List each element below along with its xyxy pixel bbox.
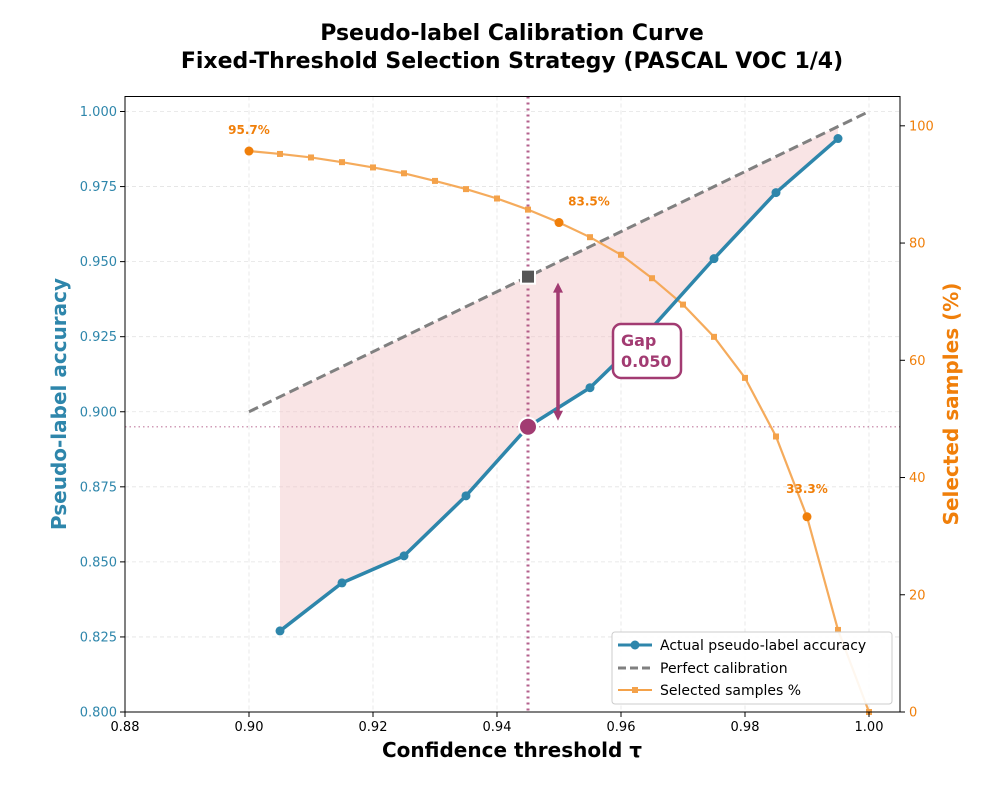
selected-annotation-2: 33.3%: [786, 482, 828, 496]
left-tick-label-2: 0.850: [80, 555, 117, 570]
right-tick-label-2: 40: [909, 471, 926, 486]
selected-point-3: [339, 159, 345, 166]
gap-arrow-head-bottom: [553, 410, 563, 421]
gap-arrow-head-top: [553, 282, 563, 293]
legend-accuracy-marker: [630, 640, 640, 650]
left-tick-label-3: 0.875: [80, 480, 117, 495]
x-tick-label-4: 0.96: [607, 720, 636, 735]
selected-point-19: [835, 626, 841, 633]
chart-title-line1: Pseudo-label Calibration Curve: [320, 21, 704, 46]
selected-point-4: [370, 164, 376, 171]
x-axis-ticks: 0.88 0.90 0.92 0.94 0.96 0.98 1.00: [111, 712, 884, 735]
gap-fill-layer: [125, 96, 900, 712]
legend-selected-label: Selected samples %: [660, 683, 801, 699]
selected-point-8: [494, 195, 500, 202]
x-tick-label-3: 0.94: [483, 720, 512, 735]
left-tick-label-1: 0.825: [80, 630, 117, 645]
accuracy-point-2: [399, 551, 409, 561]
selected-point-13: [649, 275, 655, 282]
gap-label: Gap: [621, 331, 656, 350]
selected-highlight-point-10: [554, 218, 564, 228]
accuracy-point-9: [833, 134, 843, 144]
plot-frame: [124, 96, 901, 713]
left-axis-label: Pseudo-label accuracy: [47, 278, 71, 530]
ideal-operating-marker: [520, 268, 536, 285]
left-tick-label-6: 0.950: [80, 255, 117, 270]
selected-highlight-point-0: [244, 146, 254, 156]
selected-annotation-0: 95.7%: [228, 123, 270, 137]
x-tick-label-1: 0.90: [235, 720, 264, 735]
right-axis-ticks: 0 20 40 60 80 100: [900, 119, 934, 721]
selected-point-12: [618, 251, 624, 258]
left-axis-ticks: 0.800 0.825 0.850 0.875 0.900 0.925 0.950 0.975…: [80, 105, 125, 721]
legend-selected-marker: [632, 687, 638, 693]
perfect-calibration-line: [248, 110, 870, 414]
selected-point-5: [401, 170, 407, 177]
selected-point-11: [587, 234, 593, 241]
accuracy-point-8: [771, 188, 781, 198]
legend-frame: [611, 631, 893, 705]
selected-point-2: [308, 154, 314, 161]
legend-accuracy-label: Actual pseudo-label accuracy: [660, 638, 866, 654]
left-tick-label-5: 0.925: [80, 330, 117, 345]
x-tick-label-6: 1.00: [855, 720, 884, 735]
x-tick-label-0: 0.88: [111, 720, 140, 735]
accuracy-point-1: [337, 578, 347, 588]
right-axis-label: Selected samples (%): [939, 283, 963, 526]
right-tick-label-1: 20: [909, 588, 926, 603]
selected-point-1: [277, 150, 283, 157]
left-tick-label-4: 0.900: [80, 405, 117, 420]
right-tick-label-5: 100: [909, 119, 934, 134]
accuracy-point-3: [461, 491, 471, 501]
gap-box: Gap 0.050: [611, 322, 683, 380]
selected-highlight-point-18: [802, 512, 812, 522]
markers-layer: [244, 134, 872, 715]
accuracy-point-0: [275, 626, 285, 636]
right-tick-label-3: 60: [909, 354, 926, 369]
accuracy-point-5: [585, 383, 595, 393]
actual-operating-marker: [518, 416, 538, 437]
legend: Actual pseudo-label accuracy Perfect cal…: [611, 631, 893, 705]
gap-value: 0.050: [621, 352, 672, 371]
right-tick-label-0: 0: [909, 706, 917, 721]
selected-point-16: [742, 374, 748, 381]
selected-point-14: [680, 301, 686, 308]
selected-annotation-1: 83.5%: [568, 195, 610, 209]
accuracy-point-7: [709, 254, 719, 264]
x-axis-label: Confidence threshold τ: [382, 738, 642, 762]
annotations: 95.7% 83.5% 33.3%: [228, 123, 828, 496]
legend-calibration-label: Perfect calibration: [660, 661, 788, 677]
selected-point-15: [711, 333, 717, 340]
right-tick-label-4: 80: [909, 237, 926, 252]
selected-point-6: [432, 177, 438, 184]
x-tick-label-5: 0.98: [731, 720, 760, 735]
grid: [124, 96, 900, 713]
selected-point-17: [773, 433, 779, 440]
left-tick-label-8: 1.000: [80, 105, 117, 120]
chart-title-line2: Fixed-Threshold Selection Strategy (PASC…: [181, 49, 843, 74]
x-tick-label-2: 0.92: [359, 720, 388, 735]
selected-point-7: [463, 186, 469, 193]
gap-box-frame: [611, 322, 683, 380]
left-tick-label-0: 0.800: [80, 706, 117, 721]
left-tick-label-7: 0.975: [80, 180, 117, 195]
selected-point-9: [525, 206, 531, 213]
